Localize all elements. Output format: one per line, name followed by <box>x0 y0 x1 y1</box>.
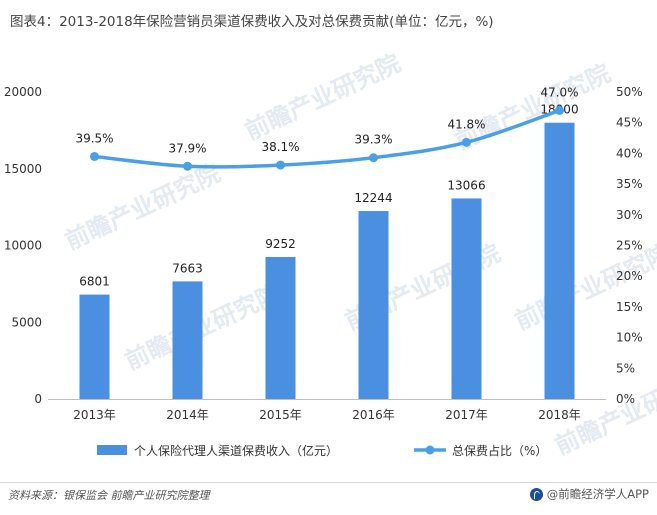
legend-bar-swatch <box>97 445 127 455</box>
bar <box>544 122 575 399</box>
y-left-tick-label: 10000 <box>4 239 42 253</box>
y-right-tick-label: 30% <box>616 208 643 222</box>
line-value-label: 37.9% <box>168 141 206 155</box>
chart-title: 图表4：2013-2018年保险营销员渠道保费收入及对总保费贡献(单位：亿元，%… <box>10 14 494 30</box>
bar <box>265 256 296 399</box>
brand-logo-icon <box>529 487 543 501</box>
y-left-tick-label: 0 <box>34 392 42 406</box>
y-right-tick-label: 20% <box>616 269 643 283</box>
y-right-tick-label: 5% <box>616 361 635 375</box>
watermark-1: 前瞻产业研究院 <box>241 49 405 145</box>
watermark-0: 前瞻产业研究院 <box>61 159 225 255</box>
legend-bar-label: 个人保险代理人渠道保费收入（亿元） <box>134 443 338 458</box>
bar-value-label: 7663 <box>172 261 203 275</box>
y-left-tick-label: 5000 <box>11 315 42 329</box>
y-right-tick-label: 10% <box>616 331 643 345</box>
y-right-tick-label: 0% <box>616 392 635 406</box>
line-value-label: 39.3% <box>354 133 392 147</box>
axes: 0 5000 10000 15000 20000 0% 5% 10% 15% 20% 25% 30% 3… <box>4 85 643 422</box>
x-tick-label: 2016年 <box>352 408 395 422</box>
y-right-tick-label: 25% <box>616 239 643 253</box>
line-value-label: 47.0% <box>540 85 578 99</box>
bar <box>358 211 389 399</box>
legend-line-label: 总保费占比（%） <box>452 443 547 458</box>
x-tick-label: 2013年 <box>73 408 116 422</box>
y-right-tick-label: 15% <box>616 300 643 314</box>
line-point <box>555 105 564 115</box>
bar <box>451 198 482 399</box>
line-point <box>276 160 285 170</box>
line-point <box>369 153 378 163</box>
legend: 个人保险代理人渠道保费收入（亿元） 总保费占比（%） <box>97 443 547 458</box>
footer-divider <box>0 482 657 483</box>
x-tick-label: 2014年 <box>166 408 209 422</box>
line-value-label: 38.1% <box>261 140 299 154</box>
y-left-tick-label: 20000 <box>4 85 42 99</box>
line-value-label: 41.8% <box>447 117 485 131</box>
brand-credit: @前瞻经济学人APP <box>529 486 649 502</box>
line-value-label: 39.5% <box>75 131 113 145</box>
y-right-tick-label: 40% <box>616 146 643 160</box>
bar-value-label: 9252 <box>265 237 296 251</box>
source-note: 资料来源：银保监会 前瞻产业研究院整理 <box>8 489 210 502</box>
share-line <box>92 108 562 169</box>
y-right-tick-label: 35% <box>616 177 643 191</box>
y-right-tick-label: 50% <box>616 85 643 99</box>
brand-text: @前瞻经济学人APP <box>546 487 649 501</box>
y-left-tick-label: 15000 <box>4 162 42 176</box>
line-point <box>183 161 192 171</box>
bars: 680176639252122441306618000 <box>79 103 579 399</box>
bar <box>79 294 110 399</box>
watermark-3: 前瞻产业研究院 <box>121 279 285 375</box>
line-layer: 39.5% 37.9% 38.1% 39.3% 41.8% 47.0% <box>75 85 579 171</box>
bar <box>172 281 203 399</box>
line-point <box>462 137 471 147</box>
line-point <box>90 151 99 161</box>
watermark-5: 前瞻产业研究院 <box>511 239 657 335</box>
bar-value-label: 12244 <box>354 191 392 205</box>
x-tick-label: 2018年 <box>538 408 581 422</box>
bar-value-label: 6801 <box>79 275 110 289</box>
x-tick-label: 2015年 <box>259 408 302 422</box>
y-right-tick-label: 45% <box>616 116 643 130</box>
legend-line-marker <box>425 445 435 455</box>
x-tick-label: 2017年 <box>445 408 488 422</box>
bar-value-label: 13066 <box>447 178 485 192</box>
